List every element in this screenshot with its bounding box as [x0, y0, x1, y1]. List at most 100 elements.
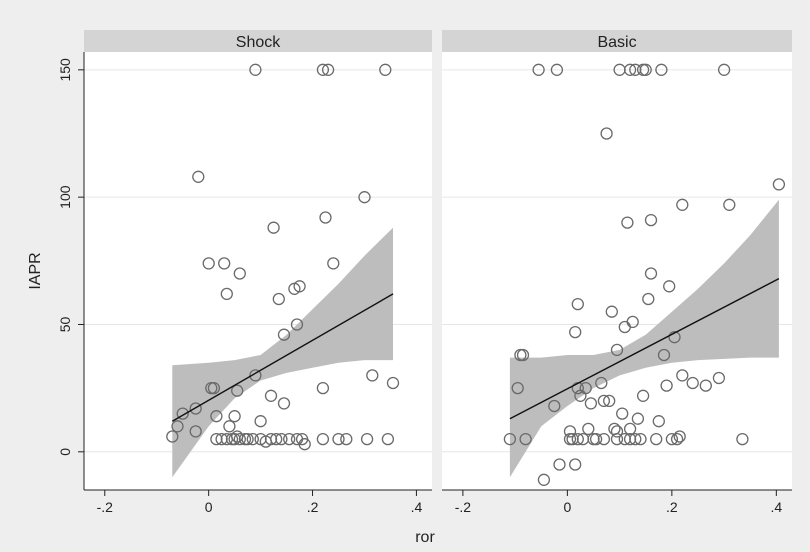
- data-point: [176, 407, 189, 420]
- data-point: [644, 267, 658, 280]
- data-point: [358, 191, 371, 204]
- panel-basic: Basic -.2 0 .2 .4: [442, 30, 792, 515]
- data-point: [293, 280, 306, 293]
- data-point: [192, 170, 205, 183]
- data-point: [270, 432, 283, 446]
- x-tick-label: .2: [666, 499, 678, 515]
- data-point: [699, 379, 712, 392]
- data-point: [600, 127, 613, 140]
- data-point: [629, 432, 642, 446]
- data-point: [642, 292, 655, 306]
- confidence-band: [172, 227, 393, 478]
- x-tick-label: .4: [770, 499, 782, 515]
- data-point: [676, 369, 689, 382]
- data-point: [571, 432, 584, 446]
- data-point: [670, 432, 684, 446]
- panel-title: Basic: [597, 34, 636, 51]
- panels-layer: Shock -.2 0 .2 .4 0 50 100 150 Basic -.2 0 .2 .4: [57, 30, 792, 515]
- x-tick-label: 0: [205, 499, 213, 515]
- data-point: [249, 63, 262, 76]
- data-point: [597, 394, 611, 408]
- fit-line: [171, 293, 394, 422]
- data-point: [616, 407, 629, 420]
- data-point: [550, 63, 564, 76]
- data-point: [569, 325, 582, 339]
- data-point: [657, 348, 671, 362]
- data-point: [233, 432, 246, 446]
- panel-strip: [442, 30, 792, 52]
- data-point: [665, 432, 679, 446]
- y-axis-label: IAPR: [27, 252, 44, 289]
- data-point: [723, 198, 736, 211]
- data-point: [189, 425, 202, 438]
- data-point: [563, 425, 577, 438]
- y-tick-label: 0: [57, 448, 73, 456]
- data-point: [603, 394, 616, 408]
- data-point: [381, 432, 395, 446]
- data-point: [202, 257, 215, 270]
- data-point: [267, 221, 280, 234]
- data-point: [290, 318, 304, 331]
- data-point: [386, 376, 400, 390]
- panel-shock: Shock -.2 0 .2 .4 0 50 100 150: [57, 30, 432, 515]
- data-point: [686, 376, 699, 390]
- data-point: [189, 402, 202, 415]
- data-point: [673, 430, 686, 443]
- data-point: [207, 381, 221, 395]
- data-point: [218, 257, 231, 270]
- data-point: [655, 63, 668, 76]
- x-tick-label: 0: [563, 499, 571, 515]
- data-point: [366, 369, 379, 382]
- data-point: [660, 379, 673, 392]
- data-point: [621, 216, 634, 229]
- data-point: [610, 425, 624, 438]
- data-point: [579, 381, 592, 395]
- data-point: [584, 397, 598, 410]
- data-point: [321, 63, 335, 76]
- data-point: [277, 397, 291, 410]
- y-tick-label: 150: [57, 58, 73, 82]
- data-point: [249, 369, 262, 382]
- data-point: [223, 420, 236, 433]
- data-point: [327, 257, 340, 270]
- data-point: [712, 371, 726, 385]
- data-point: [246, 432, 259, 446]
- data-point: [340, 432, 353, 446]
- data-point: [553, 458, 566, 471]
- data-point: [532, 63, 545, 76]
- data-point: [597, 432, 611, 446]
- data-point: [605, 305, 618, 318]
- data-point: [623, 63, 637, 76]
- data-point: [516, 348, 530, 362]
- data-point: [319, 211, 332, 224]
- data-point: [537, 473, 551, 486]
- x-axis-label: ror: [415, 529, 435, 546]
- data-point: [264, 389, 278, 402]
- data-point: [631, 412, 645, 425]
- data-point: [736, 432, 749, 446]
- fit-line: [509, 278, 780, 420]
- data-point: [233, 267, 246, 280]
- data-point: [623, 422, 637, 436]
- confidence-band: [509, 199, 779, 478]
- data-point: [210, 410, 223, 423]
- data-point: [316, 381, 330, 395]
- data-point: [589, 432, 603, 446]
- data-point: [772, 178, 786, 191]
- panel-strip: [84, 30, 432, 52]
- x-tick-label: .4: [411, 499, 423, 515]
- data-point: [241, 432, 254, 446]
- data-point: [548, 399, 561, 413]
- data-point: [644, 213, 658, 227]
- data-point: [254, 415, 267, 428]
- data-point: [298, 438, 311, 451]
- data-point: [639, 63, 652, 76]
- data-point: [571, 297, 584, 311]
- data-point: [676, 198, 689, 211]
- data-point: [652, 415, 665, 428]
- data-point: [277, 328, 291, 341]
- data-point: [663, 280, 676, 293]
- data-point: [610, 343, 624, 357]
- data-point: [582, 422, 595, 436]
- data-point: [503, 432, 517, 446]
